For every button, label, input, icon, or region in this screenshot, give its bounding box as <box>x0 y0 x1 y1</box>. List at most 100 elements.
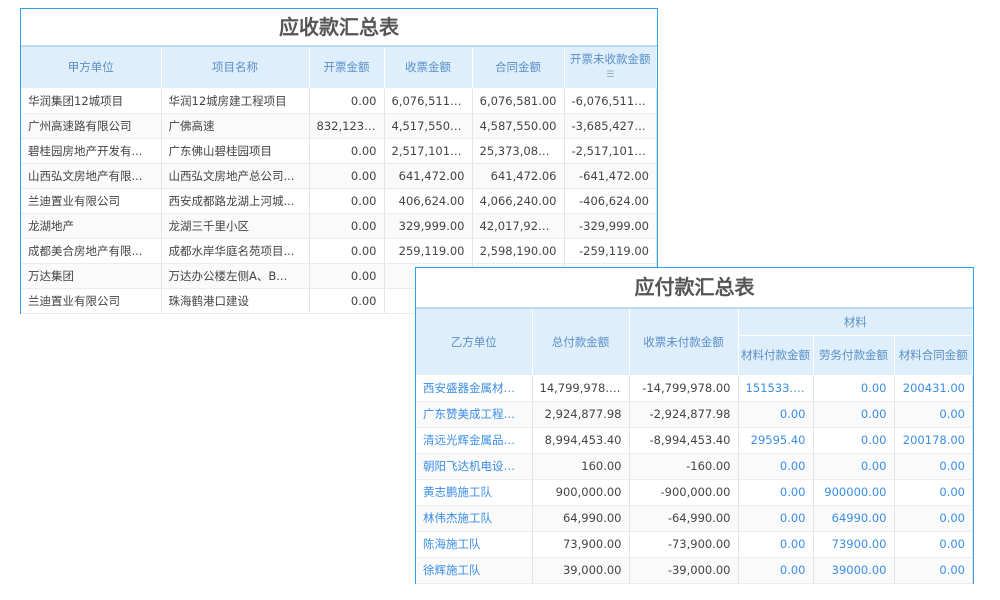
party-a-cell: 万达集团 <box>21 263 162 289</box>
material-paid-link[interactable]: 0.00 <box>738 531 814 558</box>
material-paid-link[interactable]: 0.00 <box>738 557 814 584</box>
project-cell: 广东佛山碧桂园项目 <box>161 138 310 164</box>
unpaid-cell: -39,000.00 <box>629 557 739 584</box>
unpaid-cell: -73,900.00 <box>629 531 739 558</box>
invoiced-cell: 0.00 <box>309 238 385 264</box>
unpaid-cell: -900,000.00 <box>629 479 739 506</box>
party-a-cell: 碧桂园房地产开发有... <box>21 138 162 164</box>
contract-cell: 6,076,581.00 <box>472 88 565 114</box>
col-header-material-contract[interactable]: 材料合同金额 <box>894 335 973 376</box>
invoiced-cell: 0.00 <box>309 263 385 289</box>
labor-paid-link[interactable]: 73900.00 <box>813 531 895 558</box>
table-row: 广州高速路有限公司 广佛高速 832,123.00 4,517,550.00 4,587… <box>21 113 657 139</box>
material-contract-link[interactable]: 0.00 <box>894 453 973 480</box>
material-paid-link[interactable]: 0.00 <box>738 505 814 532</box>
received-cell: 406,624.00 <box>384 188 473 214</box>
labor-paid-link[interactable]: 0.00 <box>813 401 895 428</box>
material-contract-link[interactable]: 200431.00 <box>894 375 973 402</box>
project-cell: 山西弘文房地产总公司... <box>161 163 310 189</box>
party-b-link[interactable]: 林伟杰施工队 <box>416 505 533 532</box>
material-paid-link[interactable]: 0.00 <box>738 401 814 428</box>
contract-cell: 42,017,925.00 <box>472 213 565 239</box>
party-b-link[interactable]: 陈海施工队 <box>416 531 533 558</box>
unpaid-cell: -64,990.00 <box>629 505 739 532</box>
material-contract-link[interactable]: 0.00 <box>894 531 973 558</box>
unpaid-cell: -8,994,453.40 <box>629 427 739 454</box>
party-b-link[interactable]: 清远光辉金属品有限公司 <box>416 427 533 454</box>
unreceived-cell: -641,472.00 <box>564 163 657 189</box>
party-a-cell: 山西弘文房地产有限... <box>21 163 162 189</box>
invoiced-cell: 0.00 <box>309 138 385 164</box>
col-header-invoiced[interactable]: 开票金额 <box>309 47 385 89</box>
col-header-project[interactable]: 项目名称 <box>161 47 310 89</box>
labor-paid-link[interactable]: 64990.00 <box>813 505 895 532</box>
received-cell: 4,517,550.00 <box>384 113 473 139</box>
labor-paid-link[interactable]: 900000.00 <box>813 479 895 506</box>
table-row: 徐辉施工队 39,000.00 -39,000.00 0.00 39000.00 0.00 <box>416 557 973 584</box>
material-contract-link[interactable]: 0.00 <box>894 505 973 532</box>
project-cell: 珠海鹤港口建设 <box>161 288 310 314</box>
received-cell: 641,472.00 <box>384 163 473 189</box>
material-paid-link[interactable]: 29595.40 <box>738 427 814 454</box>
party-a-cell: 兰迪置业有限公司 <box>21 288 162 314</box>
party-b-link[interactable]: 徐辉施工队 <box>416 557 533 584</box>
party-b-link[interactable]: 西安盛器金属材料有限公司 <box>416 375 533 402</box>
material-contract-link[interactable]: 0.00 <box>894 557 973 584</box>
col-header-unpaid[interactable]: 收票未付款金额 <box>629 309 739 376</box>
col-header-received[interactable]: 收票金额 <box>384 47 473 89</box>
party-b-link[interactable]: 广东赞美成工程有限公司 <box>416 401 533 428</box>
col-header-party-b[interactable]: 乙方单位 <box>416 309 533 376</box>
col-header-contract[interactable]: 合同金额 <box>472 47 565 89</box>
total-paid-cell: 39,000.00 <box>532 557 630 584</box>
payable-title: 应付款汇总表 <box>416 268 973 309</box>
unreceived-cell: -406,624.00 <box>564 188 657 214</box>
party-a-cell: 华润集团12城项目 <box>21 88 162 114</box>
unreceived-cell: -3,685,427.00 <box>564 113 657 139</box>
receivable-summary-panel: 应收款汇总表 甲方单位 项目名称 开票金额 收票金额 合同金额 开票未收款金额 … <box>20 8 658 314</box>
unpaid-cell: -2,924,877.98 <box>629 401 739 428</box>
col-header-labor-paid[interactable]: 劳务付款金额 <box>813 335 895 376</box>
col-header-material-paid[interactable]: 材料付款金额 <box>738 335 814 376</box>
received-cell: 6,076,511.00 <box>384 88 473 114</box>
labor-paid-link[interactable]: 0.00 <box>813 453 895 480</box>
group-header-material: 材料 <box>738 309 973 336</box>
project-cell: 万达办公楼左侧A、B... <box>161 263 310 289</box>
invoiced-cell: 832,123.00 <box>309 113 385 139</box>
material-paid-link[interactable]: 0.00 <box>738 479 814 506</box>
project-cell: 龙湖三千里小区 <box>161 213 310 239</box>
invoiced-cell: 0.00 <box>309 163 385 189</box>
receivable-title: 应收款汇总表 <box>21 9 657 47</box>
received-cell: 329,999.00 <box>384 213 473 239</box>
material-contract-link[interactable]: 0.00 <box>894 479 973 506</box>
party-b-link[interactable]: 黄志鹏施工队 <box>416 479 533 506</box>
labor-paid-link[interactable]: 39000.00 <box>813 557 895 584</box>
party-b-link[interactable]: 朝阳飞达机电设备有限公司 <box>416 453 533 480</box>
labor-paid-link[interactable]: 0.00 <box>813 375 895 402</box>
invoiced-cell: 0.00 <box>309 213 385 239</box>
total-paid-cell: 8,994,453.40 <box>532 427 630 454</box>
material-paid-link[interactable]: 0.00 <box>738 453 814 480</box>
invoiced-cell: 0.00 <box>309 88 385 114</box>
material-contract-link[interactable]: 200178.00 <box>894 427 973 454</box>
total-paid-cell: 900,000.00 <box>532 479 630 506</box>
party-a-cell: 龙湖地产 <box>21 213 162 239</box>
col-header-total-paid[interactable]: 总付款金额 <box>532 309 630 376</box>
total-paid-cell: 2,924,877.98 <box>532 401 630 428</box>
contract-cell: 4,587,550.00 <box>472 113 565 139</box>
received-cell: 2,517,101.00 <box>384 138 473 164</box>
sort-icon[interactable]: ☰ <box>606 70 615 81</box>
table-row: 清远光辉金属品有限公司8,994,453.40-8,994,453.402959… <box>416 427 973 454</box>
invoiced-cell: 0.00 <box>309 188 385 214</box>
col-header-party-a[interactable]: 甲方单位 <box>21 47 162 89</box>
table-row: 山西弘文房地产有限... 山西弘文房地产总公司... 0.00 641,472.00 6… <box>21 163 657 189</box>
payable-table: 乙方单位 总付款金额 收票未付款金额 材料 材料付款金额 劳务付款金额 材料合同… <box>416 309 973 584</box>
total-paid-cell: 73,900.00 <box>532 531 630 558</box>
col-header-unreceived[interactable]: 开票未收款金额 ☰ <box>564 47 657 89</box>
party-a-cell: 广州高速路有限公司 <box>21 113 162 139</box>
material-paid-link[interactable]: 151533.00 <box>738 375 814 402</box>
table-row: 碧桂园房地产开发有... 广东佛山碧桂园项目 0.00 2,517,101.00 25,… <box>21 138 657 164</box>
table-row: 广东赞美成工程有限公司2,924,877.98-2,924,877.980.00… <box>416 401 973 428</box>
table-row: 华润集团12城项目 华润12城房建工程项目 0.00 6,076,511.00 6,07… <box>21 88 657 114</box>
labor-paid-link[interactable]: 0.00 <box>813 427 895 454</box>
material-contract-link[interactable]: 0.00 <box>894 401 973 428</box>
